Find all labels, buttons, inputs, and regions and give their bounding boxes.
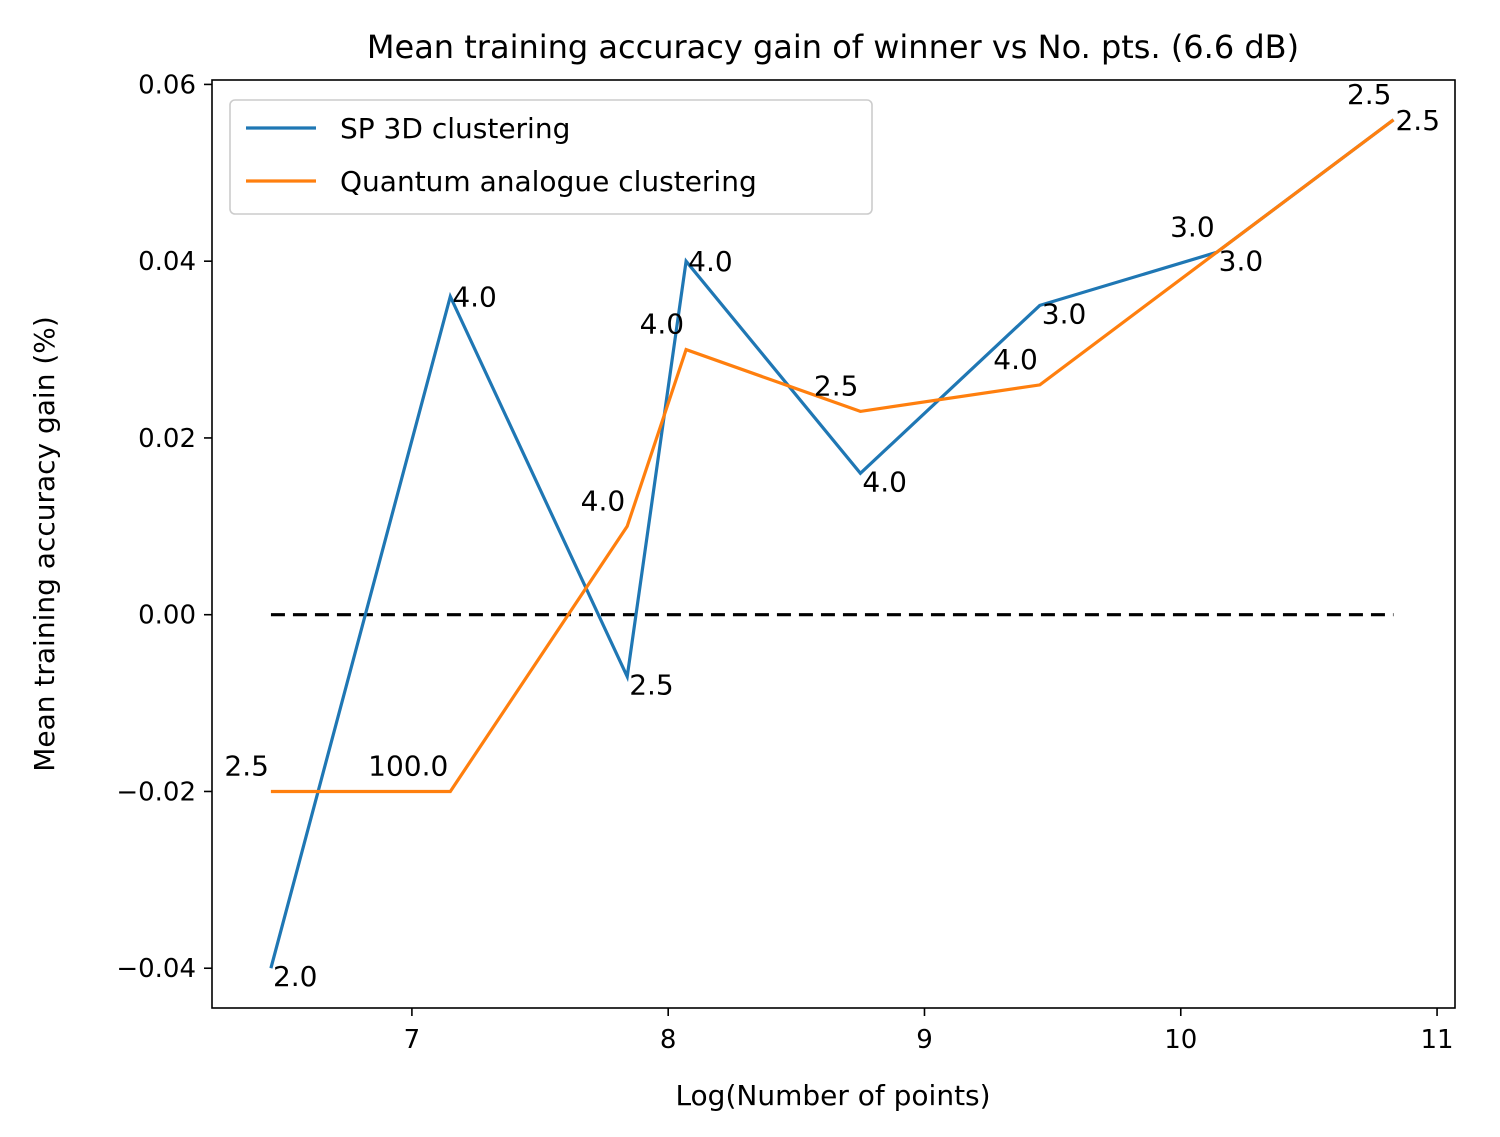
- data-label: 2.0: [273, 960, 318, 993]
- legend: SP 3D clustering Quantum analogue cluster…: [229, 99, 873, 215]
- x-tick-label: 10: [1164, 1025, 1197, 1055]
- y-tick-label: 0.04: [138, 247, 196, 277]
- x-tick-label: 9: [916, 1025, 933, 1055]
- data-label: 3.0: [1042, 297, 1087, 330]
- x-tick-label: 7: [404, 1025, 421, 1055]
- data-label: 2.5: [629, 669, 674, 702]
- data-label: 2.5: [1347, 78, 1392, 111]
- data-label: 3.0: [1170, 210, 1215, 243]
- chart-title: Mean training accuracy gain of winner vs…: [367, 28, 1299, 66]
- y-tick-label: 0.02: [138, 424, 196, 454]
- data-label: 100.0: [368, 749, 448, 782]
- data-label: 4.0: [640, 308, 685, 341]
- data-label: 4.0: [862, 465, 907, 498]
- data-label: 2.5: [1395, 104, 1440, 137]
- plot-frame: [211, 79, 1456, 1009]
- data-label: 4.0: [581, 484, 626, 517]
- legend-label: SP 3D clustering: [340, 112, 570, 145]
- y-tick-label: 0.00: [138, 601, 196, 631]
- x-axis-label: Log(Number of points): [675, 1079, 990, 1112]
- data-label: 2.5: [224, 749, 269, 782]
- y-tick-label: −0.04: [116, 954, 196, 984]
- legend-label: Quantum analogue clustering: [340, 165, 757, 198]
- x-tick-label: 11: [1421, 1025, 1454, 1055]
- data-label-group: 2.04.02.54.04.03.03.02.52.5 100.04.04.02.…: [224, 78, 1440, 993]
- plot-area: [269, 118, 1395, 969]
- data-label: 4.0: [452, 281, 497, 314]
- y-axis-label: Mean training accuracy gain (%): [28, 316, 61, 772]
- data-label: 4.0: [688, 245, 733, 278]
- y-tick-label: 0.06: [138, 70, 196, 100]
- data-label: 3.0: [1219, 244, 1264, 277]
- x-tick-label: 8: [660, 1025, 677, 1055]
- data-label: 4.0: [993, 343, 1038, 376]
- y-tick-label: −0.02: [116, 777, 196, 807]
- legend-box: [229, 99, 873, 215]
- series-line-sp-3d-clustering: [269, 118, 1395, 969]
- axes: 7 8 9 10 11 −0.04 −0.02 0.00 0.02 0.04 0.06: [116, 70, 1453, 1055]
- series-line-quantum-analogue-clustering: [270, 118, 1395, 794]
- data-label: 2.5: [814, 369, 859, 402]
